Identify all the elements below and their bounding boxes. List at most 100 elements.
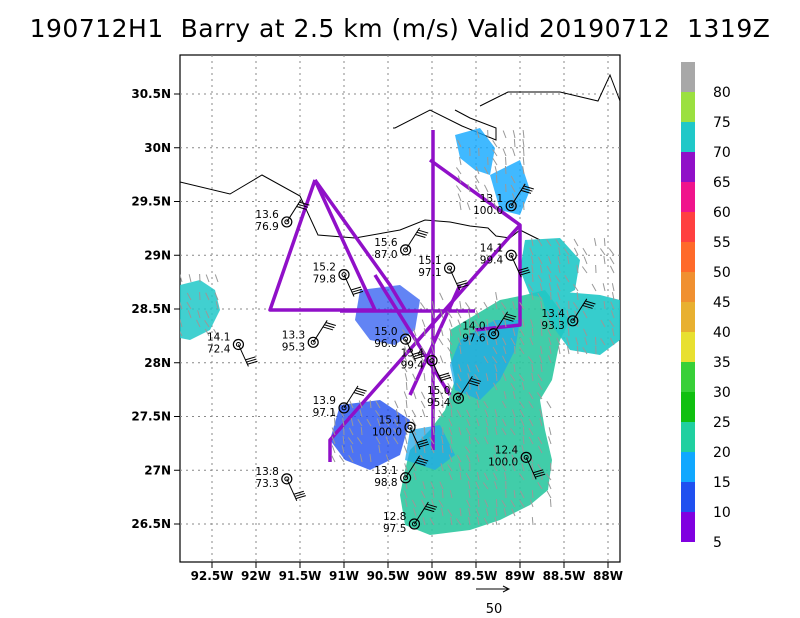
wind-vector: [413, 337, 417, 346]
lon-tick-label: 92.5W: [191, 569, 234, 583]
wind-vector: [455, 185, 462, 193]
wind-vector: [519, 401, 525, 409]
wind-vector: [540, 327, 543, 337]
wind-vector: [375, 436, 381, 445]
station-marker-core: [403, 336, 409, 342]
wind-vector: [567, 327, 570, 337]
wind-vector: [511, 463, 516, 472]
wind-vector: [486, 192, 489, 202]
wind-barb-flag: [457, 282, 468, 287]
wind-vector: [531, 364, 534, 373]
station-marker-core: [310, 339, 316, 345]
wind-vector: [421, 319, 426, 328]
colorbar-label: 70: [713, 145, 731, 161]
wind-vector: [494, 409, 498, 418]
wind-barb-flag: [413, 353, 424, 358]
wind-barb: [510, 255, 522, 278]
wind-vector: [492, 319, 498, 328]
wind-vector: [576, 345, 579, 355]
wind-vector: [519, 347, 525, 355]
wind-vector: [214, 274, 219, 283]
wind-vector: [188, 274, 192, 283]
wind-barb-flag: [534, 471, 545, 476]
wind-vector: [537, 292, 543, 301]
wind-vector: [474, 319, 480, 328]
wind-speed-colorbar: 80 75 70 65 60 55 50 45 40 35 30 25 20 15 10 5: [681, 62, 731, 551]
wind-vector: [438, 338, 444, 346]
wind-vector: [531, 256, 534, 265]
wind-barb: [405, 227, 421, 251]
wind-vector: [548, 427, 552, 436]
wind-vector: [573, 284, 579, 292]
colorbar-swatch: [681, 512, 695, 542]
wind-barb-flag: [426, 503, 438, 508]
wind-barb-flag: [295, 495, 306, 500]
wind-vector: [513, 138, 516, 148]
wind-vector: [537, 481, 543, 490]
wind-vector: [603, 256, 606, 265]
wind-vector: [529, 499, 534, 508]
wind-vector: [530, 319, 534, 328]
wind-vector: [531, 327, 534, 337]
wind-vector: [186, 301, 192, 310]
wind-barb-flag: [469, 380, 480, 385]
wind-vector: [504, 156, 507, 166]
wind-vector: [332, 409, 336, 418]
reference-vector-label: 50: [486, 602, 503, 617]
station-marker-core: [491, 331, 497, 337]
wind-vector: [548, 256, 552, 265]
wind-vector: [448, 472, 453, 481]
colorbar-label: 55: [713, 235, 731, 251]
wind-vector: [431, 346, 435, 355]
wind-vector: [457, 139, 462, 148]
wind-vector: [511, 508, 516, 517]
station-speed-label: 14.1: [480, 242, 503, 254]
wind-vector: [468, 490, 471, 499]
wind-vector: [331, 445, 336, 454]
wind-vector: [576, 291, 579, 301]
wind-vector: [342, 418, 345, 427]
wind-vector: [608, 248, 615, 256]
wind-barb-flag: [439, 374, 451, 379]
wind-vector: [494, 517, 498, 526]
wind-vector: [414, 445, 417, 454]
wind-barb-flag: [355, 389, 366, 394]
station-pressure-label: 96.0: [374, 338, 397, 350]
colorbar-swatch: [681, 302, 695, 332]
wind-vector: [573, 247, 579, 256]
wind-vector: [447, 382, 453, 391]
wind-vector: [494, 481, 498, 490]
wind-vector: [412, 508, 417, 517]
wind-vector: [522, 201, 525, 211]
station-marker-core: [508, 203, 514, 209]
wind-vector: [522, 426, 525, 436]
colorbar-label: 80: [713, 85, 731, 101]
wind-vector: [502, 337, 507, 346]
wind-vector: [422, 481, 426, 490]
station-pressure-label: 95.4: [427, 397, 451, 409]
wind-vector: [584, 337, 588, 346]
dropsonde-stations: 13.676.915.279.815.687.015.197.113.1100.…: [207, 183, 596, 535]
wind-vector: [204, 320, 210, 328]
wind-barb-flag: [503, 317, 514, 322]
station-marker: [444, 262, 456, 274]
wind-barb-flag: [424, 508, 435, 513]
wind-vector: [404, 463, 408, 472]
wind-vector: [450, 408, 453, 418]
wind-vector: [468, 517, 471, 526]
wind-vector: [528, 400, 534, 409]
lon-tick-label: 91W: [329, 569, 359, 583]
wind-vector: [611, 328, 615, 337]
wind-vector: [349, 400, 354, 409]
wind-vector: [522, 147, 525, 157]
station-marker: [520, 451, 532, 463]
wind-vector: [369, 454, 372, 463]
wind-vector: [610, 310, 615, 319]
wind-speed-swath-west: [180, 280, 220, 340]
station-pressure-label: 97.1: [313, 407, 336, 419]
wind-barb-flag: [522, 187, 533, 192]
wind-vector: [548, 436, 552, 445]
wind-vector: [548, 337, 552, 346]
wind-vector: [600, 338, 606, 346]
